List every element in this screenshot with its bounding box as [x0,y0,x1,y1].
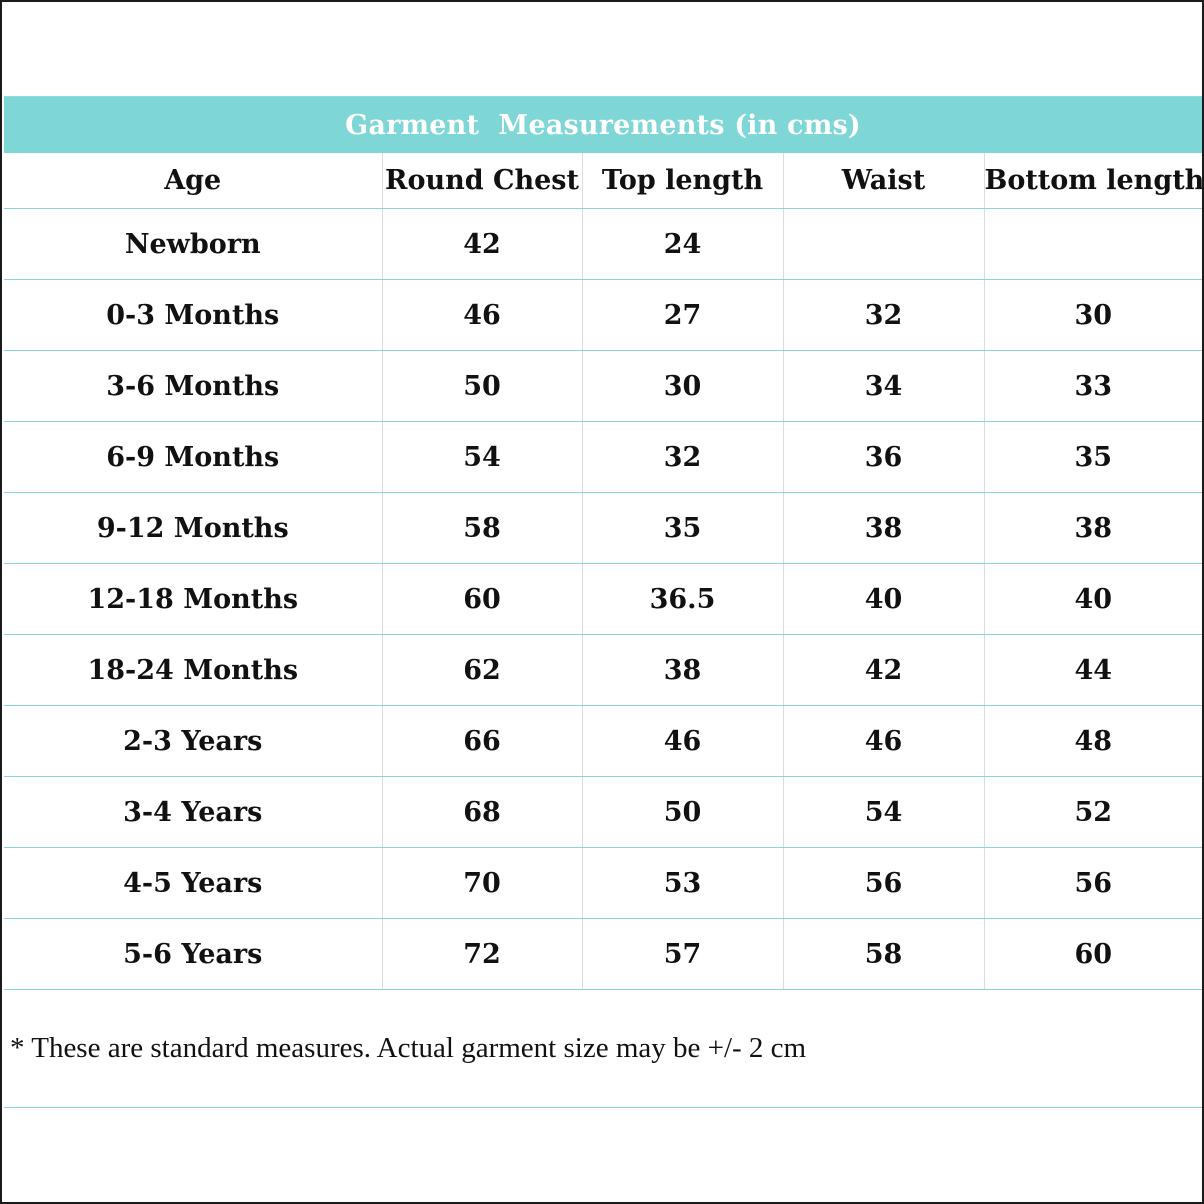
top-length-cell: 30 [582,350,784,422]
round-chest-cell: 54 [382,421,583,493]
bottom-length-cell: 30 [984,279,1202,351]
waist-cell: 54 [783,776,985,848]
top-length-cell: 32 [582,421,784,493]
age-cell: 3-6 Months [4,350,383,422]
table-row: Newborn 42 24 [4,208,1202,280]
round-chest-cell: 60 [382,563,583,635]
top-length-cell: 57 [582,918,784,990]
header-row: Age Round Chest Top length Waist Bottom … [4,153,1202,209]
footnote-text: * These are standard measures. Actual ga… [10,1032,807,1064]
bottom-length-cell: 38 [984,492,1202,564]
top-length-cell: 24 [582,208,784,280]
column-header-bottom-length: Bottom length [984,153,1202,209]
age-cell: 9-12 Months [4,492,383,564]
bottom-length-cell: 52 [984,776,1202,848]
waist-cell: 56 [783,847,985,919]
round-chest-cell: 66 [382,705,583,777]
age-cell: Newborn [4,208,383,280]
table-row: 5-6 Years 72 57 58 60 [4,918,1202,990]
top-length-cell: 36.5 [582,563,784,635]
footnote: * These are standard measures. Actual ga… [4,990,1202,1108]
top-length-cell: 50 [582,776,784,848]
table-title: Garment Measurements (in cms) [4,96,1202,153]
age-cell: 3-4 Years [4,776,383,848]
round-chest-cell: 68 [382,776,583,848]
table-row: 6-9 Months 54 32 36 35 [4,421,1202,493]
age-cell: 4-5 Years [4,847,383,919]
measurement-sheet: Garment Measurements (in cms) Age Round … [4,96,1202,1108]
waist-cell: 38 [783,492,985,564]
column-header-waist: Waist [783,153,985,209]
waist-cell: 32 [783,279,985,351]
top-length-cell: 35 [582,492,784,564]
age-cell: 2-3 Years [4,705,383,777]
column-header-age: Age [4,153,383,209]
table-row: 18-24 Months 62 38 42 44 [4,634,1202,706]
table-row: 3-6 Months 50 30 34 33 [4,350,1202,422]
age-cell: 12-18 Months [4,563,383,635]
round-chest-cell: 58 [382,492,583,564]
waist-cell: 36 [783,421,985,493]
bottom-length-cell: 35 [984,421,1202,493]
waist-cell: 46 [783,705,985,777]
bottom-length-cell: 33 [984,350,1202,422]
table-row: 3-4 Years 68 50 54 52 [4,776,1202,848]
bottom-length-cell: 40 [984,563,1202,635]
table-row: 0-3 Months 46 27 32 30 [4,279,1202,351]
age-cell: 0-3 Months [4,279,383,351]
age-cell: 6-9 Months [4,421,383,493]
age-cell: 5-6 Years [4,918,383,990]
column-header-top-length: Top length [582,153,784,209]
table-row: 2-3 Years 66 46 46 48 [4,705,1202,777]
age-cell: 18-24 Months [4,634,383,706]
round-chest-cell: 42 [382,208,583,280]
waist-cell [783,208,985,280]
round-chest-cell: 70 [382,847,583,919]
top-length-cell: 27 [582,279,784,351]
round-chest-cell: 50 [382,350,583,422]
measurements-table: Age Round Chest Top length Waist Bottom … [4,153,1202,990]
bottom-length-cell: 56 [984,847,1202,919]
top-length-cell: 38 [582,634,784,706]
bottom-length-cell: 60 [984,918,1202,990]
column-header-round-chest: Round Chest [382,153,583,209]
top-length-cell: 53 [582,847,784,919]
top-length-cell: 46 [582,705,784,777]
round-chest-cell: 72 [382,918,583,990]
waist-cell: 34 [783,350,985,422]
table-row: 12-18 Months 60 36.5 40 40 [4,563,1202,635]
round-chest-cell: 46 [382,279,583,351]
waist-cell: 40 [783,563,985,635]
table-row: 4-5 Years 70 53 56 56 [4,847,1202,919]
bottom-length-cell: 48 [984,705,1202,777]
bottom-length-cell [984,208,1202,280]
table-row: 9-12 Months 58 35 38 38 [4,492,1202,564]
bottom-length-cell: 44 [984,634,1202,706]
waist-cell: 42 [783,634,985,706]
round-chest-cell: 62 [382,634,583,706]
waist-cell: 58 [783,918,985,990]
